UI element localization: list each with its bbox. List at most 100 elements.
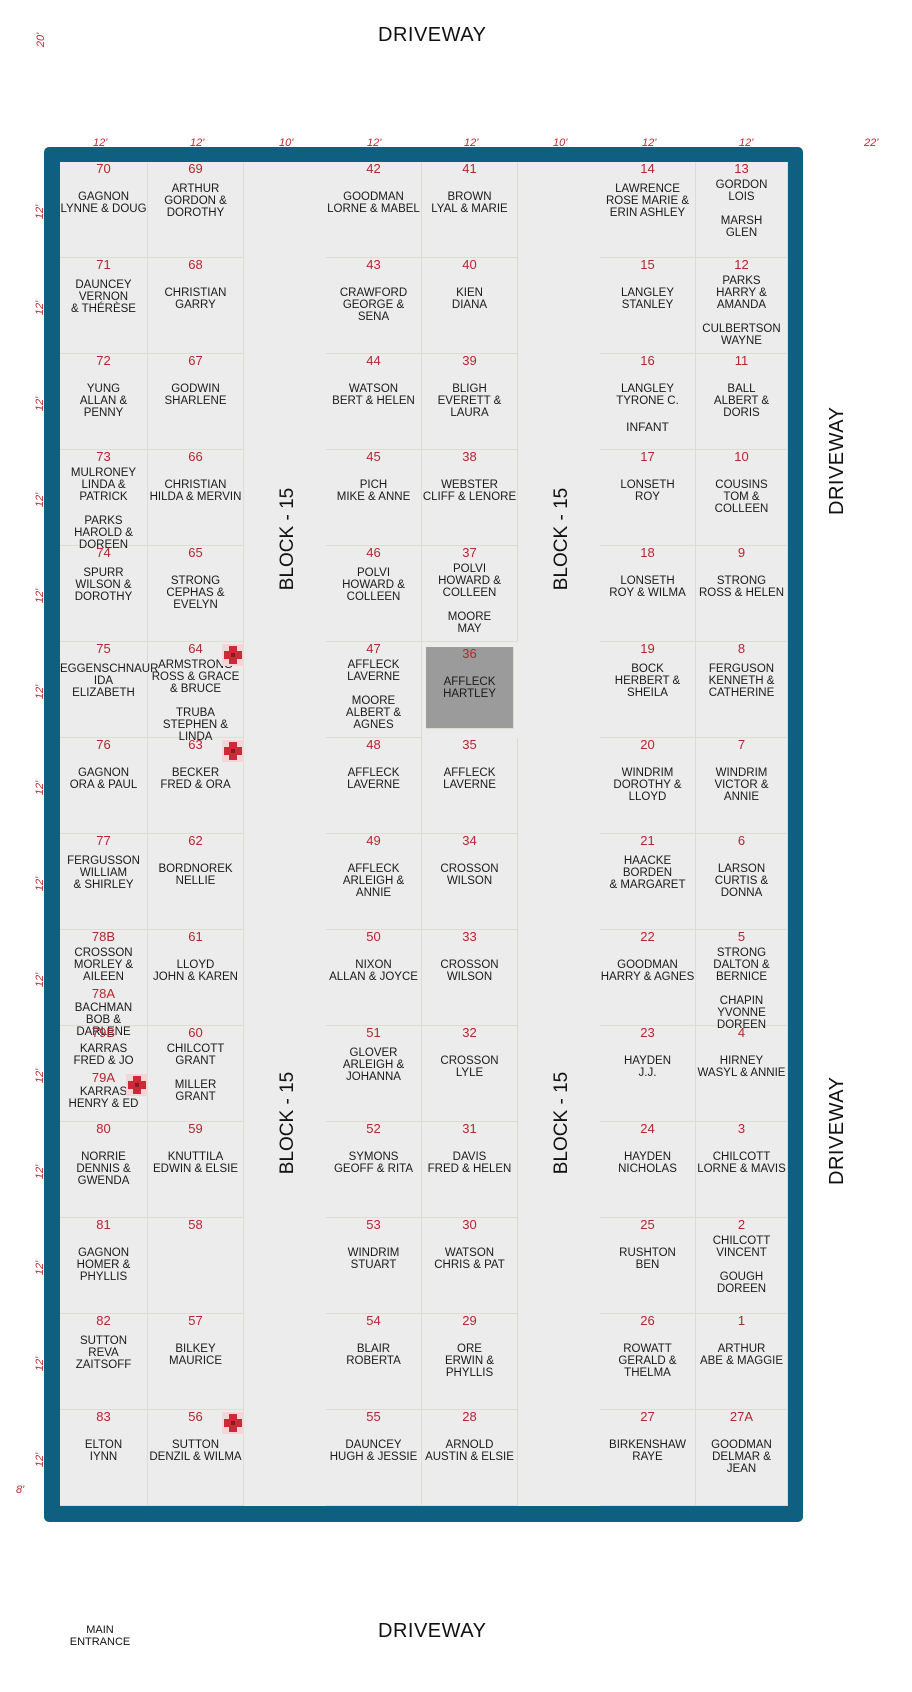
- plot-19[interactable]: 19 BOCK HERBERT & SHEILA: [600, 642, 696, 738]
- plot-27[interactable]: 27 BIRKENSHAW RAYE: [600, 1410, 696, 1506]
- plot-76[interactable]: 76 GAGNON ORA & PAUL: [60, 738, 148, 834]
- plot-31[interactable]: 31 DAVIS FRED & HELEN: [422, 1122, 518, 1218]
- plot-names-secondary: MARSH GLEN: [720, 215, 763, 239]
- plot-27A[interactable]: 27A GOODMAN DELMAR & JEAN: [696, 1410, 788, 1506]
- plot-56[interactable]: 56 SUTTON DENZIL & WILMA: [148, 1410, 244, 1506]
- plot-80[interactable]: 80 NORRIE DENNIS & GWENDA: [60, 1122, 148, 1218]
- plot-23[interactable]: 23 HAYDEN J.J.: [600, 1026, 696, 1122]
- plot-41[interactable]: 41 BROWN LYAL & MARIE: [422, 162, 518, 258]
- plot-74[interactable]: 74 SPURR WILSON & DOROTHY: [60, 546, 148, 642]
- plot-36[interactable]: 36 AFFLECK HARTLEY: [426, 647, 514, 729]
- plot-33[interactable]: 33 CROSSON WILSON: [422, 930, 518, 1026]
- plot-32[interactable]: 32 CROSSON LYLE: [422, 1026, 518, 1122]
- plot-58[interactable]: 58: [148, 1218, 244, 1314]
- plot-60[interactable]: 60 CHILCOTT GRANT MILLER GRANT: [148, 1026, 244, 1122]
- plot-number: 54: [366, 1313, 381, 1328]
- plot-8[interactable]: 8 FERGUSON KENNETH & CATHERINE: [696, 642, 788, 738]
- plot-number: 67: [188, 353, 203, 368]
- plot-45[interactable]: 45 PICH MIKE & ANNE: [326, 450, 422, 546]
- plot-69[interactable]: 69 ARTHUR GORDON & DOROTHY: [148, 162, 244, 258]
- plot-24[interactable]: 24 HAYDEN NICHOLAS: [600, 1122, 696, 1218]
- plot-1[interactable]: 1 ARTHUR ABE & MAGGIE: [696, 1314, 788, 1410]
- plot-70[interactable]: 70 GAGNON LYNNE & DOUG: [60, 162, 148, 258]
- plot-number: 70: [96, 161, 111, 176]
- plot-25[interactable]: 25 RUSHTON BEN: [600, 1218, 696, 1314]
- plot-63[interactable]: 63 BECKER FRED & ORA: [148, 738, 244, 834]
- plot-names: AFFLECK LAVERNE: [443, 767, 496, 791]
- plot-18[interactable]: 18 LONSETH ROY & WILMA: [600, 546, 696, 642]
- plot-26[interactable]: 26 ROWATT GERALD & THELMA: [600, 1314, 696, 1410]
- plot-59[interactable]: 59 KNUTTILA EDWIN & ELSIE: [148, 1122, 244, 1218]
- plot-37[interactable]: 37 POLVI HOWARD & COLLEEN MOORE MAY: [422, 546, 518, 642]
- plot-names: SYMONS GEOFF & RITA: [333, 1151, 413, 1175]
- plot-42[interactable]: 42 GOODMAN LORNE & MABEL: [326, 162, 422, 258]
- plot-5[interactable]: 5 STRONG DALTON & BERNICE CHAPIN YVONNE DO…: [696, 930, 788, 1031]
- plot-20[interactable]: 20 WINDRIM DOROTHY & LLOYD: [600, 738, 696, 834]
- plot-77[interactable]: 77 FERGUSSON WILLIAM & SHIRLEY: [60, 834, 148, 930]
- plot-number: 58: [188, 1217, 203, 1232]
- plot-82[interactable]: 82 SUTTON REVA ZAITSOFF: [60, 1314, 148, 1410]
- plot-names: GAGNON LYNNE & DOUG: [60, 191, 147, 215]
- plot-2[interactable]: 2 CHILCOTT VINCENT GOUGH DOREEN: [696, 1218, 788, 1314]
- plot-40[interactable]: 40 KIEN DIANA: [422, 258, 518, 354]
- plot-44[interactable]: 44 WATSON BERT & HELEN: [326, 354, 422, 450]
- plot-17[interactable]: 17 LONSETH ROY: [600, 450, 696, 546]
- plot-68[interactable]: 68 CHRISTIAN GARRY: [148, 258, 244, 354]
- plot-number-secondary: 79A: [91, 1070, 116, 1085]
- plot-46[interactable]: 46 POLVI HOWARD & COLLEEN: [326, 546, 422, 642]
- plot-64[interactable]: 64 ARMSTRONG ROSS & GRACE & BRUCE TRUBA ST…: [148, 642, 244, 743]
- plot-57[interactable]: 57 BILKEY MAURICE: [148, 1314, 244, 1410]
- plot-number: 4: [737, 1025, 746, 1040]
- plot-3[interactable]: 3 CHILCOTT LORNE & MAVIS: [696, 1122, 788, 1218]
- plot-48[interactable]: 48 AFFLECK LAVERNE: [326, 738, 422, 834]
- plot-names: LAWRENCE ROSE MARIE & ERIN ASHLEY: [605, 183, 690, 219]
- plot-30[interactable]: 30 WATSON CHRIS & PAT: [422, 1218, 518, 1314]
- plot-39[interactable]: 39 BLIGH EVERETT & LAURA: [422, 354, 518, 450]
- plot-83[interactable]: 83 ELTON IYNN: [60, 1410, 148, 1506]
- plot-71[interactable]: 71 DAUNCEY VERNON & THÉRÈSE: [60, 258, 148, 354]
- plot-72[interactable]: 72 YUNG ALLAN & PENNY: [60, 354, 148, 450]
- plot-12[interactable]: 12 PARKS HARRY & AMANDA CULBERTSON WAYNE: [696, 258, 788, 354]
- plot-15[interactable]: 15 LANGLEY STANLEY: [600, 258, 696, 354]
- plot-number: 33: [462, 929, 477, 944]
- plot-13[interactable]: 13 GORDON LOIS MARSH GLEN: [696, 162, 788, 258]
- plot-4[interactable]: 4 HIRNEY WASYL & ANNIE: [696, 1026, 788, 1122]
- plot-51[interactable]: 51 GLOVER ARLEIGH & JOHANNA: [326, 1026, 422, 1122]
- plot-52[interactable]: 52 SYMONS GEOFF & RITA: [326, 1122, 422, 1218]
- plot-9[interactable]: 9 STRONG ROSS & HELEN: [696, 546, 788, 642]
- plot-28[interactable]: 28 ARNOLD AUSTIN & ELSIE: [422, 1410, 518, 1506]
- dim-top-left-20: 20': [35, 32, 48, 48]
- plot-number: 16: [640, 353, 655, 368]
- plot-53[interactable]: 53 WINDRIM STUART: [326, 1218, 422, 1314]
- plot-49[interactable]: 49 AFFLECK ARLEIGH & ANNIE: [326, 834, 422, 930]
- plot-7[interactable]: 7 WINDRIM VICTOR & ANNIE: [696, 738, 788, 834]
- plot-names: ARTHUR GORDON & DOROTHY: [164, 183, 227, 219]
- plot-10[interactable]: 10 COUSINS TOM & COLLEEN: [696, 450, 788, 546]
- plot-names: FERGUSSON WILLIAM & SHIRLEY: [67, 855, 140, 891]
- plot-67[interactable]: 67 GODWIN SHARLENE: [148, 354, 244, 450]
- plot-55[interactable]: 55 DAUNCEY HUGH & JESSIE: [326, 1410, 422, 1506]
- plot-21[interactable]: 21 HAACKE BORDEN & MARGARET: [600, 834, 696, 930]
- plot-47[interactable]: 47 AFFLECK LAVERNE MOORE ALBERT & AGNES: [326, 642, 422, 738]
- plot-54[interactable]: 54 BLAIR ROBERTA: [326, 1314, 422, 1410]
- plot-11[interactable]: 11 BALL ALBERT & DORIS: [696, 354, 788, 450]
- plot-35[interactable]: 35 AFFLECK LAVERNE: [422, 738, 518, 834]
- plot-66[interactable]: 66 CHRISTIAN HILDA & MERVIN: [148, 450, 244, 546]
- plot-62[interactable]: 62 BORDNOREK NELLIE: [148, 834, 244, 930]
- plot-78B[interactable]: 78B CROSSON MORLEY & AILEEN 78A BACHMAN BOB…: [60, 930, 148, 1038]
- plot-names: BORDNOREK NELLIE: [158, 863, 233, 887]
- plot-16[interactable]: 16 LANGLEY TYRONE C. INFANT: [600, 354, 696, 450]
- plot-34[interactable]: 34 CROSSON WILSON: [422, 834, 518, 930]
- plot-81[interactable]: 81 GAGNON HOMER & PHYLLIS: [60, 1218, 148, 1314]
- plot-65[interactable]: 65 STRONG CEPHAS & EVELYN: [148, 546, 244, 642]
- plot-61[interactable]: 61 LLOYD JOHN & KAREN: [148, 930, 244, 1026]
- plot-73[interactable]: 73 MULRONEY LINDA & PATRICK PARKS HAROLD &…: [60, 450, 148, 551]
- plot-43[interactable]: 43 CRAWFORD GEORGE & SENA: [326, 258, 422, 354]
- plot-75[interactable]: 75 EGGENSCHNAUR IDA ELIZABETH: [60, 642, 158, 738]
- plot-38[interactable]: 38 WEBSTER CLIFF & LENORE: [422, 450, 518, 546]
- plot-50[interactable]: 50 NIXON ALLAN & JOYCE: [326, 930, 422, 1026]
- plot-29[interactable]: 29 ORE ERWIN & PHYLLIS: [422, 1314, 518, 1410]
- plot-6[interactable]: 6 LARSON CURTIS & DONNA: [696, 834, 788, 930]
- plot-14[interactable]: 14 LAWRENCE ROSE MARIE & ERIN ASHLEY: [600, 162, 696, 258]
- plot-22[interactable]: 22 GOODMAN HARRY & AGNES: [600, 930, 696, 1026]
